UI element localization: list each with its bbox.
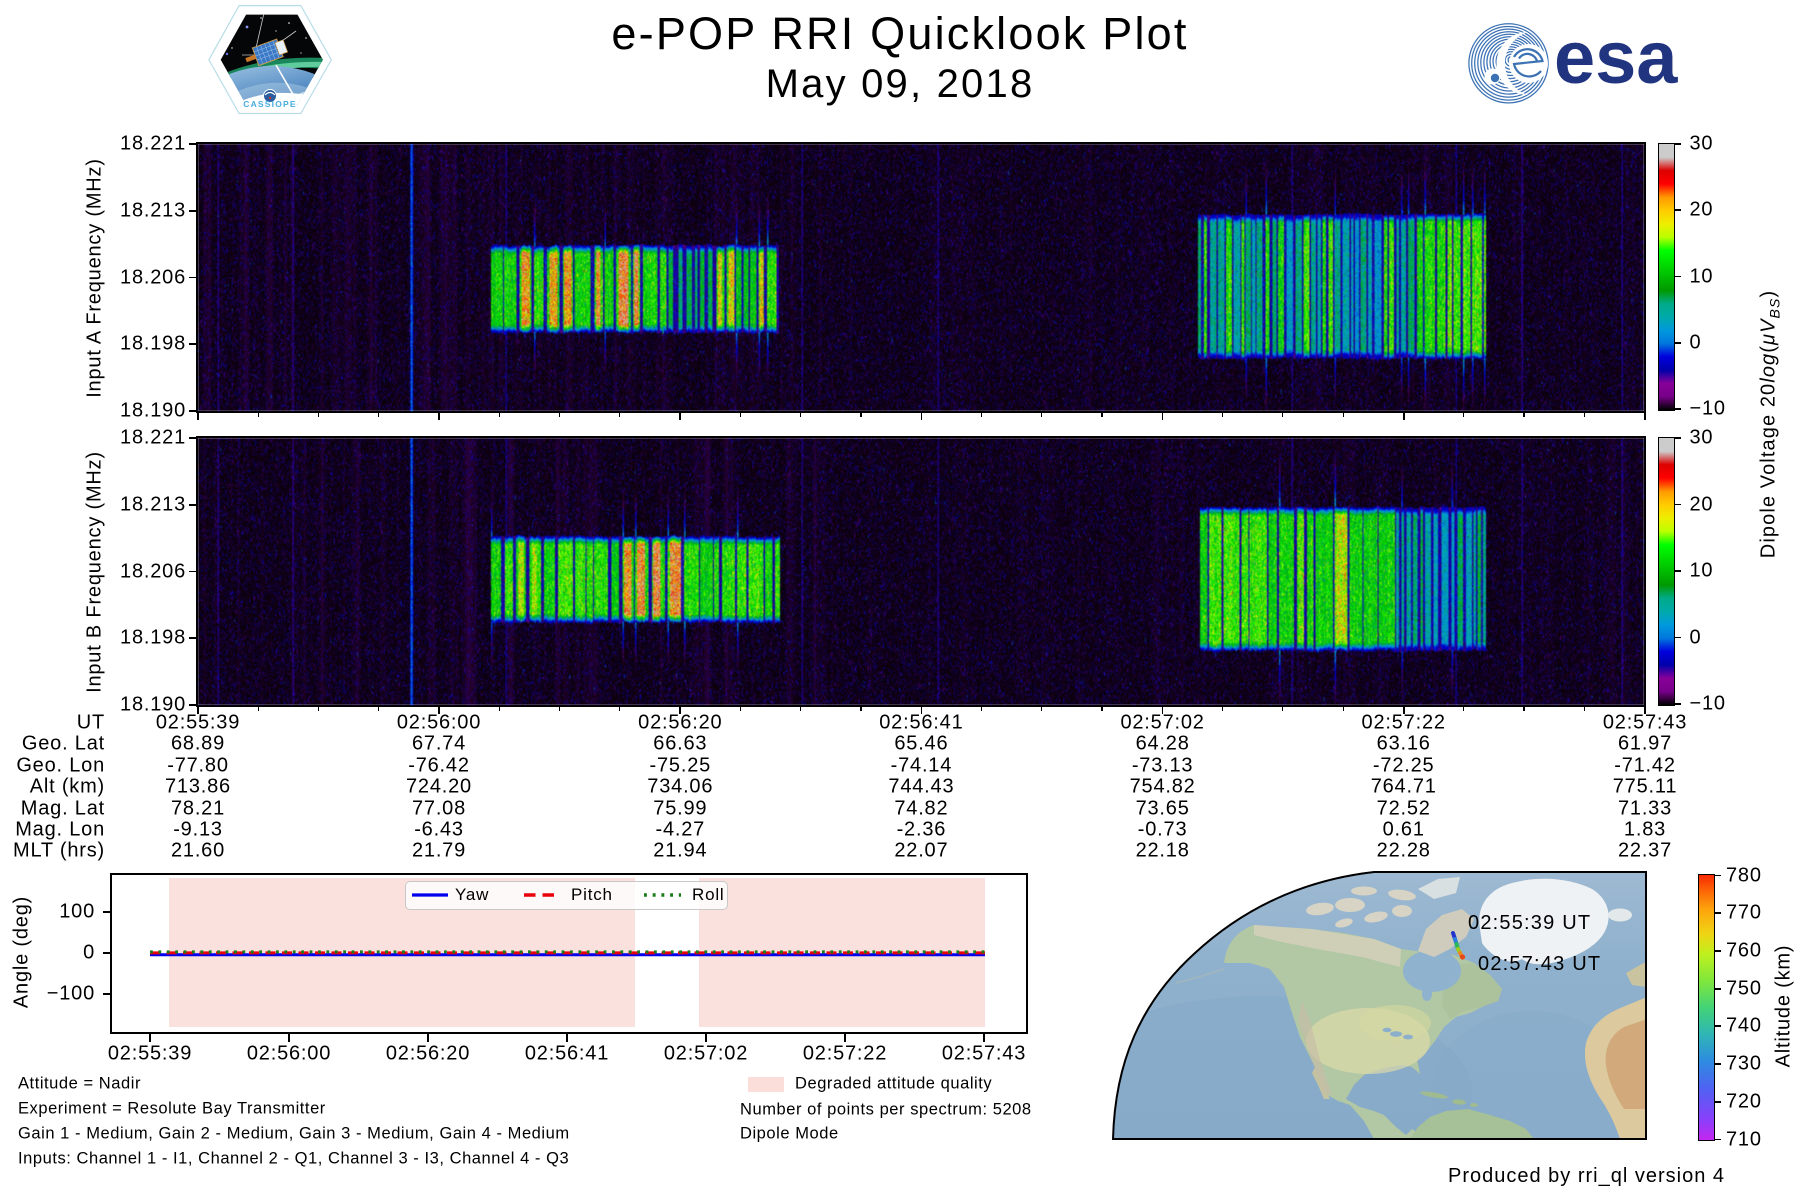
svg-text:CASSIOPE: CASSIOPE bbox=[243, 99, 297, 109]
svg-text:esa: esa bbox=[1554, 16, 1678, 99]
svg-text:02:57:43 UT: 02:57:43 UT bbox=[1478, 953, 1601, 975]
svg-text:02:55:39 UT: 02:55:39 UT bbox=[1468, 912, 1591, 934]
